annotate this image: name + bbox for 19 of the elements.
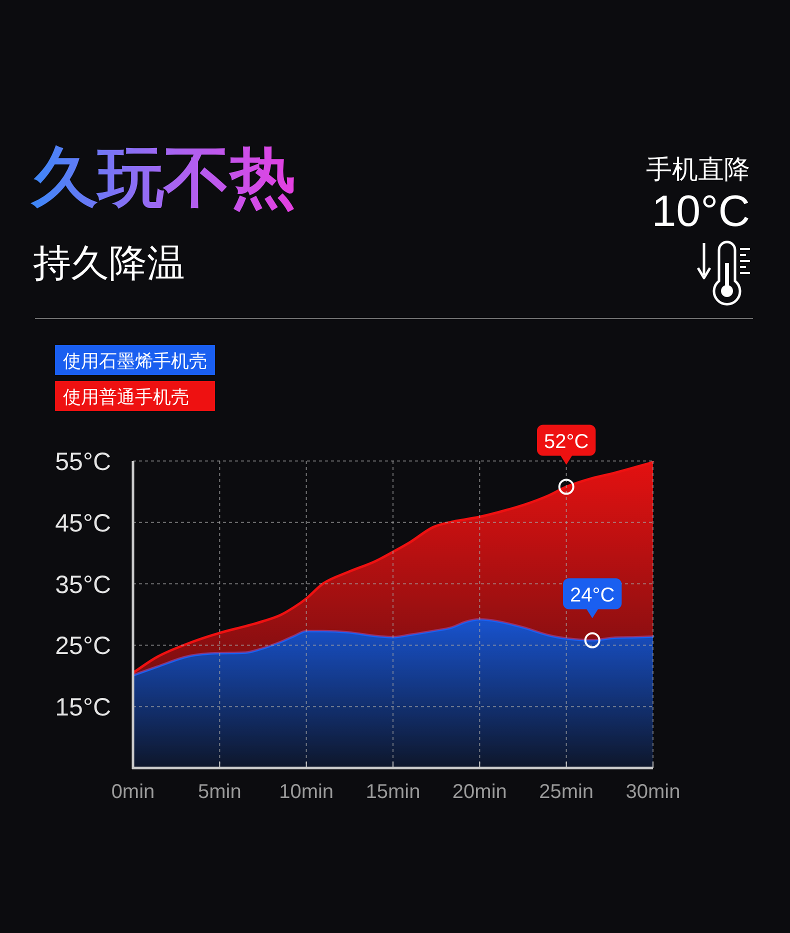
y-tick-label: 25°C	[55, 632, 111, 660]
text: 10°C	[652, 187, 750, 236]
x-tick-label: 15min	[366, 781, 420, 803]
x-tick-label: 20min	[452, 781, 507, 803]
text: 手机直降	[646, 154, 750, 184]
y-tick-label: 35°C	[55, 570, 111, 599]
x-tick-label: 10min	[279, 781, 334, 803]
chart-subtitle: 持久降温	[33, 243, 185, 285]
y-tick-label: 15°C	[55, 694, 111, 722]
annotation: 52°C	[544, 430, 589, 453]
x-tick-label: 25min	[539, 781, 594, 803]
y-tick-label: 55°C	[55, 448, 111, 476]
x-tick-label: 0min	[111, 781, 155, 803]
x-tick-label: 5min	[198, 781, 242, 803]
annotation: 24°C	[570, 584, 615, 606]
legend: 使用石墨烯手机壳 使用普通手机壳	[55, 345, 215, 411]
y-tick-label: 45°C	[55, 509, 111, 538]
chart-title: 久玩不热	[30, 140, 296, 214]
x-tick-label: 30min	[626, 781, 680, 803]
